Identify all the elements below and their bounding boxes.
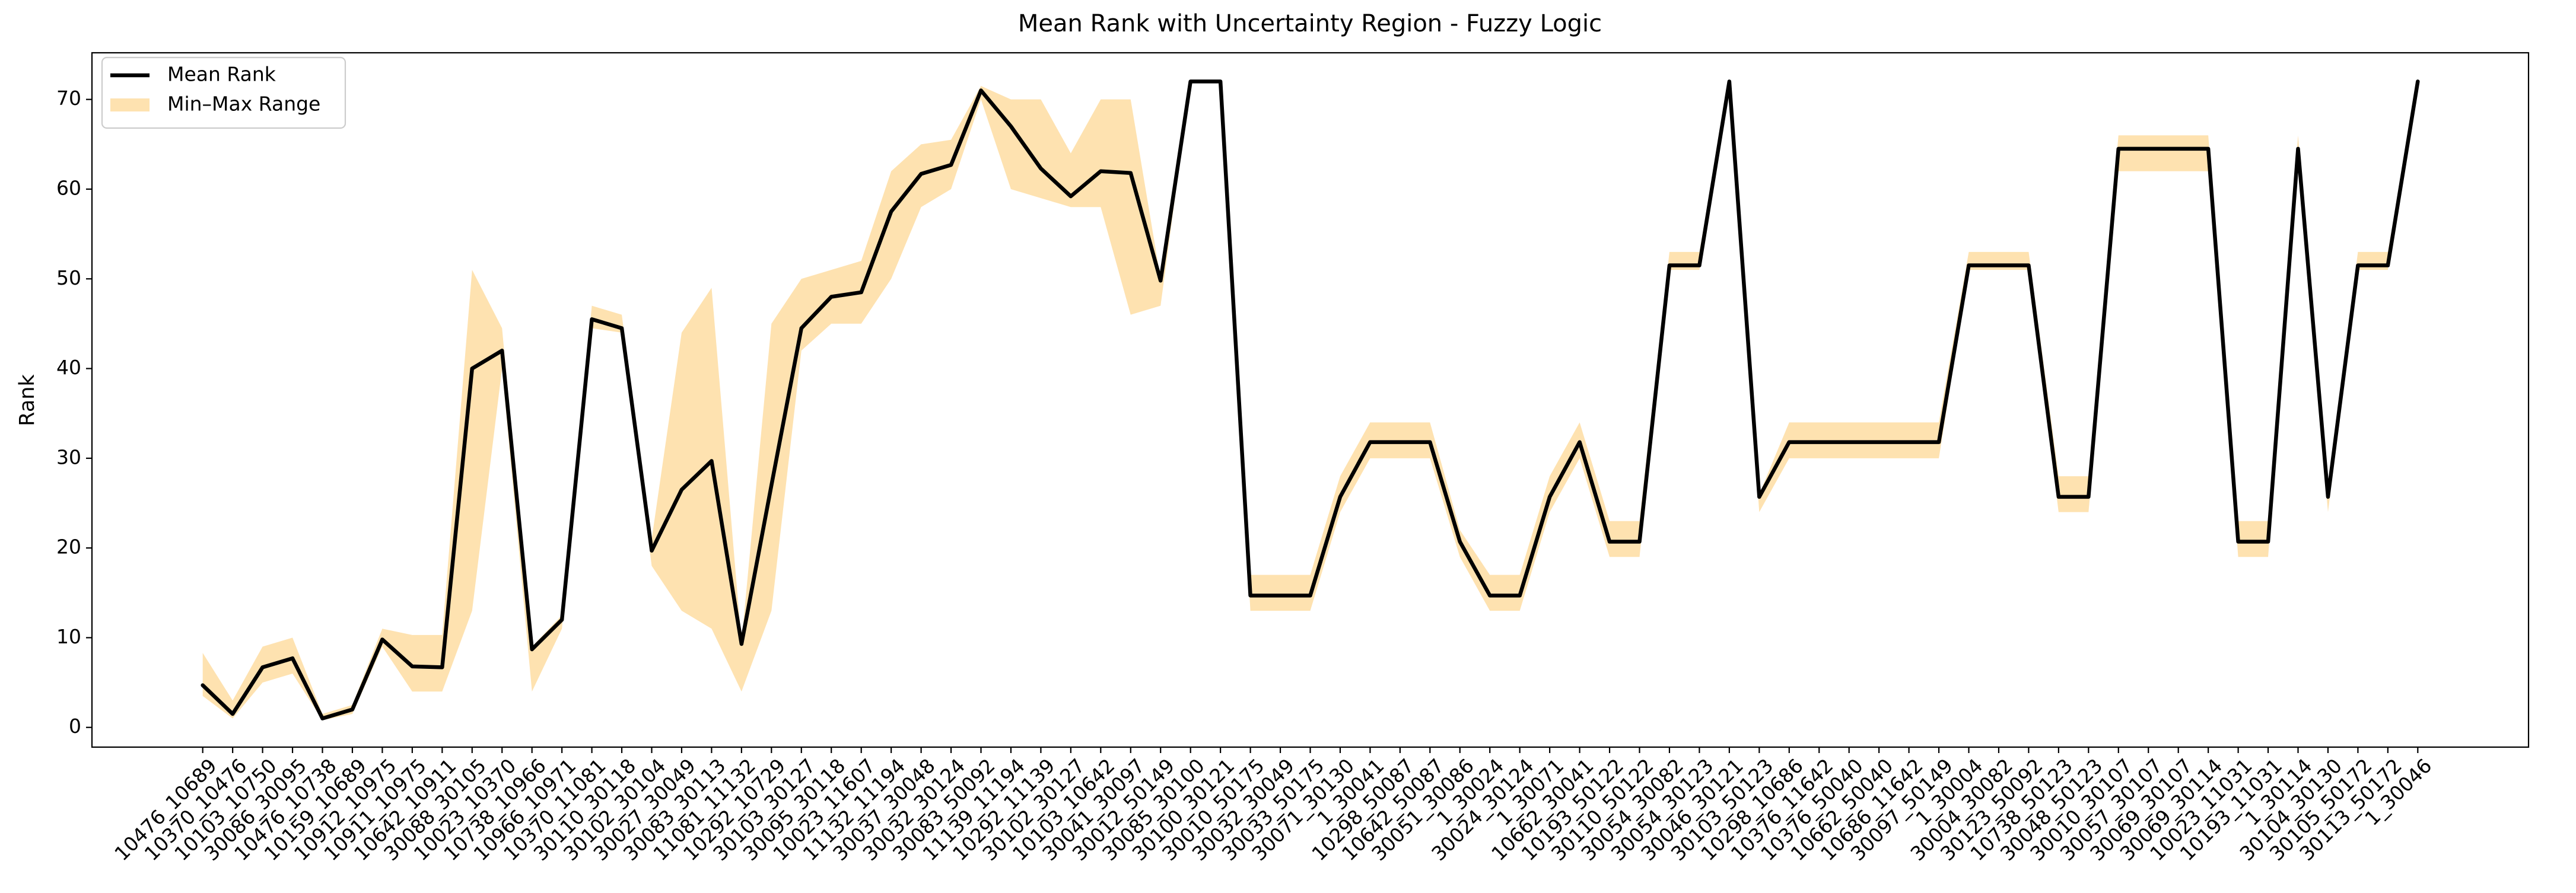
y-tick-label: 70 [56, 87, 81, 110]
min-max-band [202, 81, 2418, 720]
legend-swatch [110, 98, 150, 111]
legend-box [101, 56, 346, 129]
mean-rank-line [201, 79, 2420, 720]
y-tick-label: 40 [56, 356, 81, 379]
y-tick-label: 20 [56, 535, 81, 559]
y-axis-label: Rank [15, 374, 39, 426]
y-tick-label: 50 [56, 266, 81, 289]
y-tick-label: 0 [69, 715, 81, 738]
legend-label: Mean Rank [167, 63, 276, 86]
y-tick-label: 30 [56, 445, 81, 468]
y-tick-label: 10 [56, 625, 81, 648]
y-tick-label: 60 [56, 176, 81, 199]
chart-title: Mean Rank with Uncertainty Region - Fuzz… [1018, 10, 1602, 37]
legend-label: Min–Max Range [167, 93, 320, 116]
